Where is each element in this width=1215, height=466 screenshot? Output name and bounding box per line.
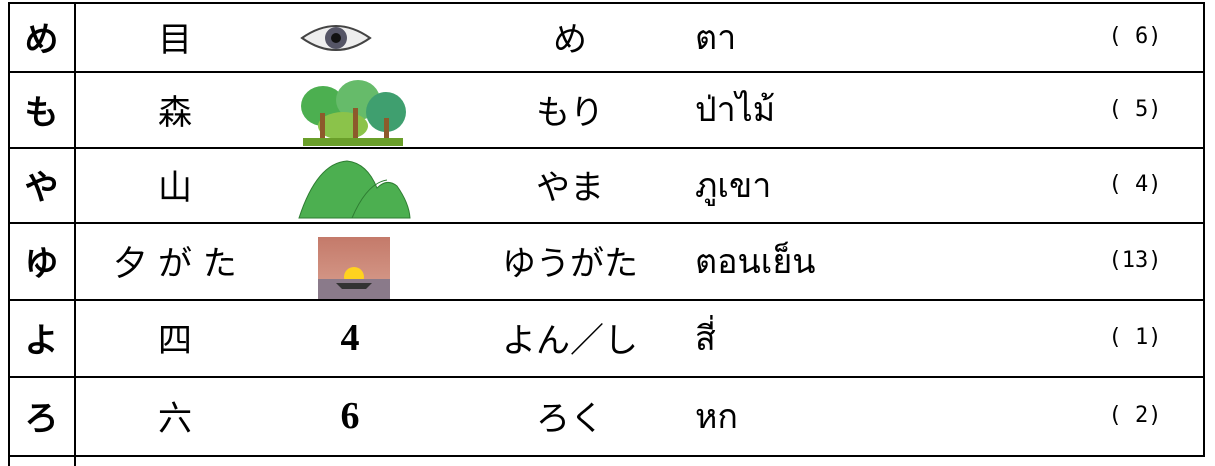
count-cell: ( 1) xyxy=(1108,325,1162,350)
reading-cell: よん／し xyxy=(502,321,638,361)
count-cell: ( 4) xyxy=(1108,172,1162,197)
kana-cell: ろ xyxy=(24,399,59,439)
kana-cell: も xyxy=(24,92,59,133)
row-line xyxy=(8,2,1205,4)
count-cell: ( 2) xyxy=(1108,403,1162,428)
kana-cell: や xyxy=(24,168,59,208)
reading-cell: もり xyxy=(536,92,604,133)
border xyxy=(74,2,76,466)
kana-cell: め xyxy=(24,20,59,60)
thai-cell: ภูเขา xyxy=(695,165,772,206)
kanji-cell: 目 xyxy=(158,20,192,60)
thai-cell: ป่าไม้ xyxy=(695,90,776,130)
kanji-cell: 森 xyxy=(158,92,192,133)
count-cell: ( 5) xyxy=(1108,96,1162,122)
kana-cell: よ xyxy=(24,321,59,361)
thai-cell: ตา xyxy=(695,17,737,58)
kanji-cell: 六 xyxy=(158,399,192,439)
thai-cell: ตอนเย็น xyxy=(695,241,816,282)
reading-cell: め xyxy=(553,20,587,60)
row-line xyxy=(8,299,1205,301)
row-line xyxy=(8,376,1205,378)
thai-cell: สี่ xyxy=(695,318,716,359)
border xyxy=(1203,2,1205,455)
eye-icon xyxy=(300,25,372,51)
reading-cell: やま xyxy=(536,168,604,208)
kanji-cell: 山 xyxy=(158,168,192,208)
reading-cell: ろく xyxy=(536,399,604,439)
kana-cell: ゆ xyxy=(24,244,59,284)
row-line xyxy=(8,71,1205,73)
kanji-cell: 四 xyxy=(158,321,192,361)
border xyxy=(8,2,10,466)
figure-cell: 4 xyxy=(340,316,360,359)
count-cell: ( 6) xyxy=(1108,24,1162,49)
mountain-icon xyxy=(298,160,411,219)
row-line xyxy=(8,222,1205,224)
count-cell: (13) xyxy=(1108,248,1162,273)
kanji-cell: 夕 が た xyxy=(113,244,237,284)
row-line xyxy=(8,147,1205,149)
forest-icon xyxy=(298,78,408,146)
reading-cell: ゆうがた xyxy=(502,244,638,284)
row-line xyxy=(8,455,1205,457)
thai-cell: หก xyxy=(695,396,738,437)
figure-cell: 6 xyxy=(340,394,360,437)
sunset-icon xyxy=(318,237,390,299)
